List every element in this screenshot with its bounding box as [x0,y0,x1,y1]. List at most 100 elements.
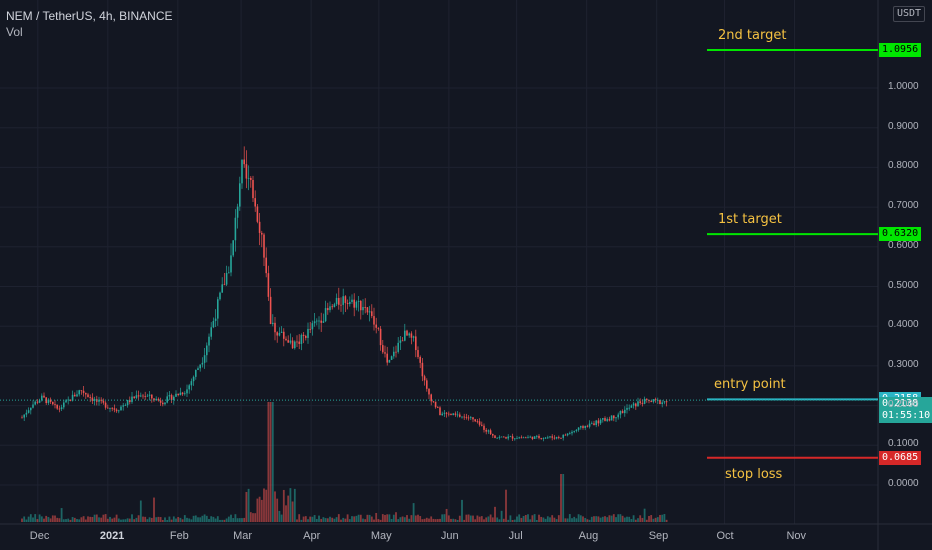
candle-body [157,398,160,401]
candle-body [102,400,105,403]
candle-body [287,340,289,343]
volume-bar [463,519,466,522]
volume-bar [524,514,527,522]
candle-body [131,396,133,403]
candle-body [320,320,322,323]
volume-bar [245,491,248,522]
candle-body [186,389,188,394]
candle-body [159,400,162,403]
y-tick-label: 0.9000 [888,120,919,132]
candle-body [54,404,56,405]
candle-body [573,430,575,432]
candle-body [272,322,274,325]
volume-bar [595,516,598,522]
volume-bar [179,517,182,522]
volume-bar [586,519,589,522]
candle-body [584,425,586,428]
candle-body [296,341,298,343]
volume-bar [551,515,554,522]
candle-body [536,435,538,437]
x-tick-label: Nov [786,530,807,542]
candle-body [76,394,78,397]
volume-bar [337,514,340,522]
candle-body [254,198,256,207]
candle-body [459,414,461,417]
volume-bar [241,518,243,522]
volume-bar [344,518,347,522]
currency-button[interactable]: USDT [893,6,926,22]
candle-body [617,414,619,418]
volume-bar [520,517,523,522]
volume-bar [190,519,193,522]
candle-body [144,395,146,397]
volume-bar [249,512,252,522]
candle-body [485,429,487,432]
candle-body [437,407,439,409]
candle-body [181,392,184,395]
candle-body [419,356,421,363]
candle-body [558,436,560,438]
volume-bar [214,518,217,522]
volume-bar [194,515,197,522]
candle-body [503,436,505,438]
candle-body [137,395,140,397]
volume-bar [256,498,259,522]
volume-bar [417,514,419,522]
volume-bar [219,519,221,522]
volume-bar [500,510,503,522]
volume-bar [104,514,107,522]
candle-body [23,414,25,418]
volume-bar [89,516,92,522]
candle-body [355,301,358,308]
candle-body [351,299,353,302]
volume-bar [560,474,562,522]
candle-body [489,430,492,435]
annotation-entry-point: entry point [714,377,786,393]
volume-bar [181,519,184,522]
candle-body [109,407,111,409]
volume-bar [469,515,472,522]
volume-bar [403,517,406,522]
volume-bar [177,517,180,522]
volume-bar [164,517,166,522]
volume-bar [652,518,655,522]
candle-body [56,404,58,409]
volume-bar [562,474,565,522]
volume-bar [538,514,540,522]
volume-bar [329,516,331,522]
volume-bar [502,518,505,522]
volume-bar [406,515,408,522]
candle-body [318,320,320,322]
volume-bar [201,515,204,522]
candle-body [498,436,501,438]
candle-body [228,272,230,274]
volume-bar [498,519,501,522]
candle-body [65,400,67,403]
candle-body [206,345,208,356]
candle-body [410,333,413,338]
volume-bar [659,514,661,522]
volume-bar [122,519,125,522]
volume-bar [203,514,206,522]
volume-bar [588,519,591,522]
candle-body [637,401,639,407]
candle-body [41,395,43,401]
candle-body [265,257,267,274]
volume-bar [527,514,529,522]
candle-body [203,355,206,363]
candle-body [478,421,481,425]
candle-body [333,304,336,308]
candle-body [274,322,276,333]
candle-body [170,395,173,401]
volume-bar [441,514,444,522]
volume-bar [619,514,622,522]
volume-bar [82,516,85,522]
candle-body [153,398,155,401]
volume-bar [21,518,23,522]
volume-bar [386,514,389,522]
volume-bar [663,514,666,522]
y-tick-label: 0.4000 [888,319,919,331]
candle-body [593,423,595,426]
candle-body [663,401,666,403]
